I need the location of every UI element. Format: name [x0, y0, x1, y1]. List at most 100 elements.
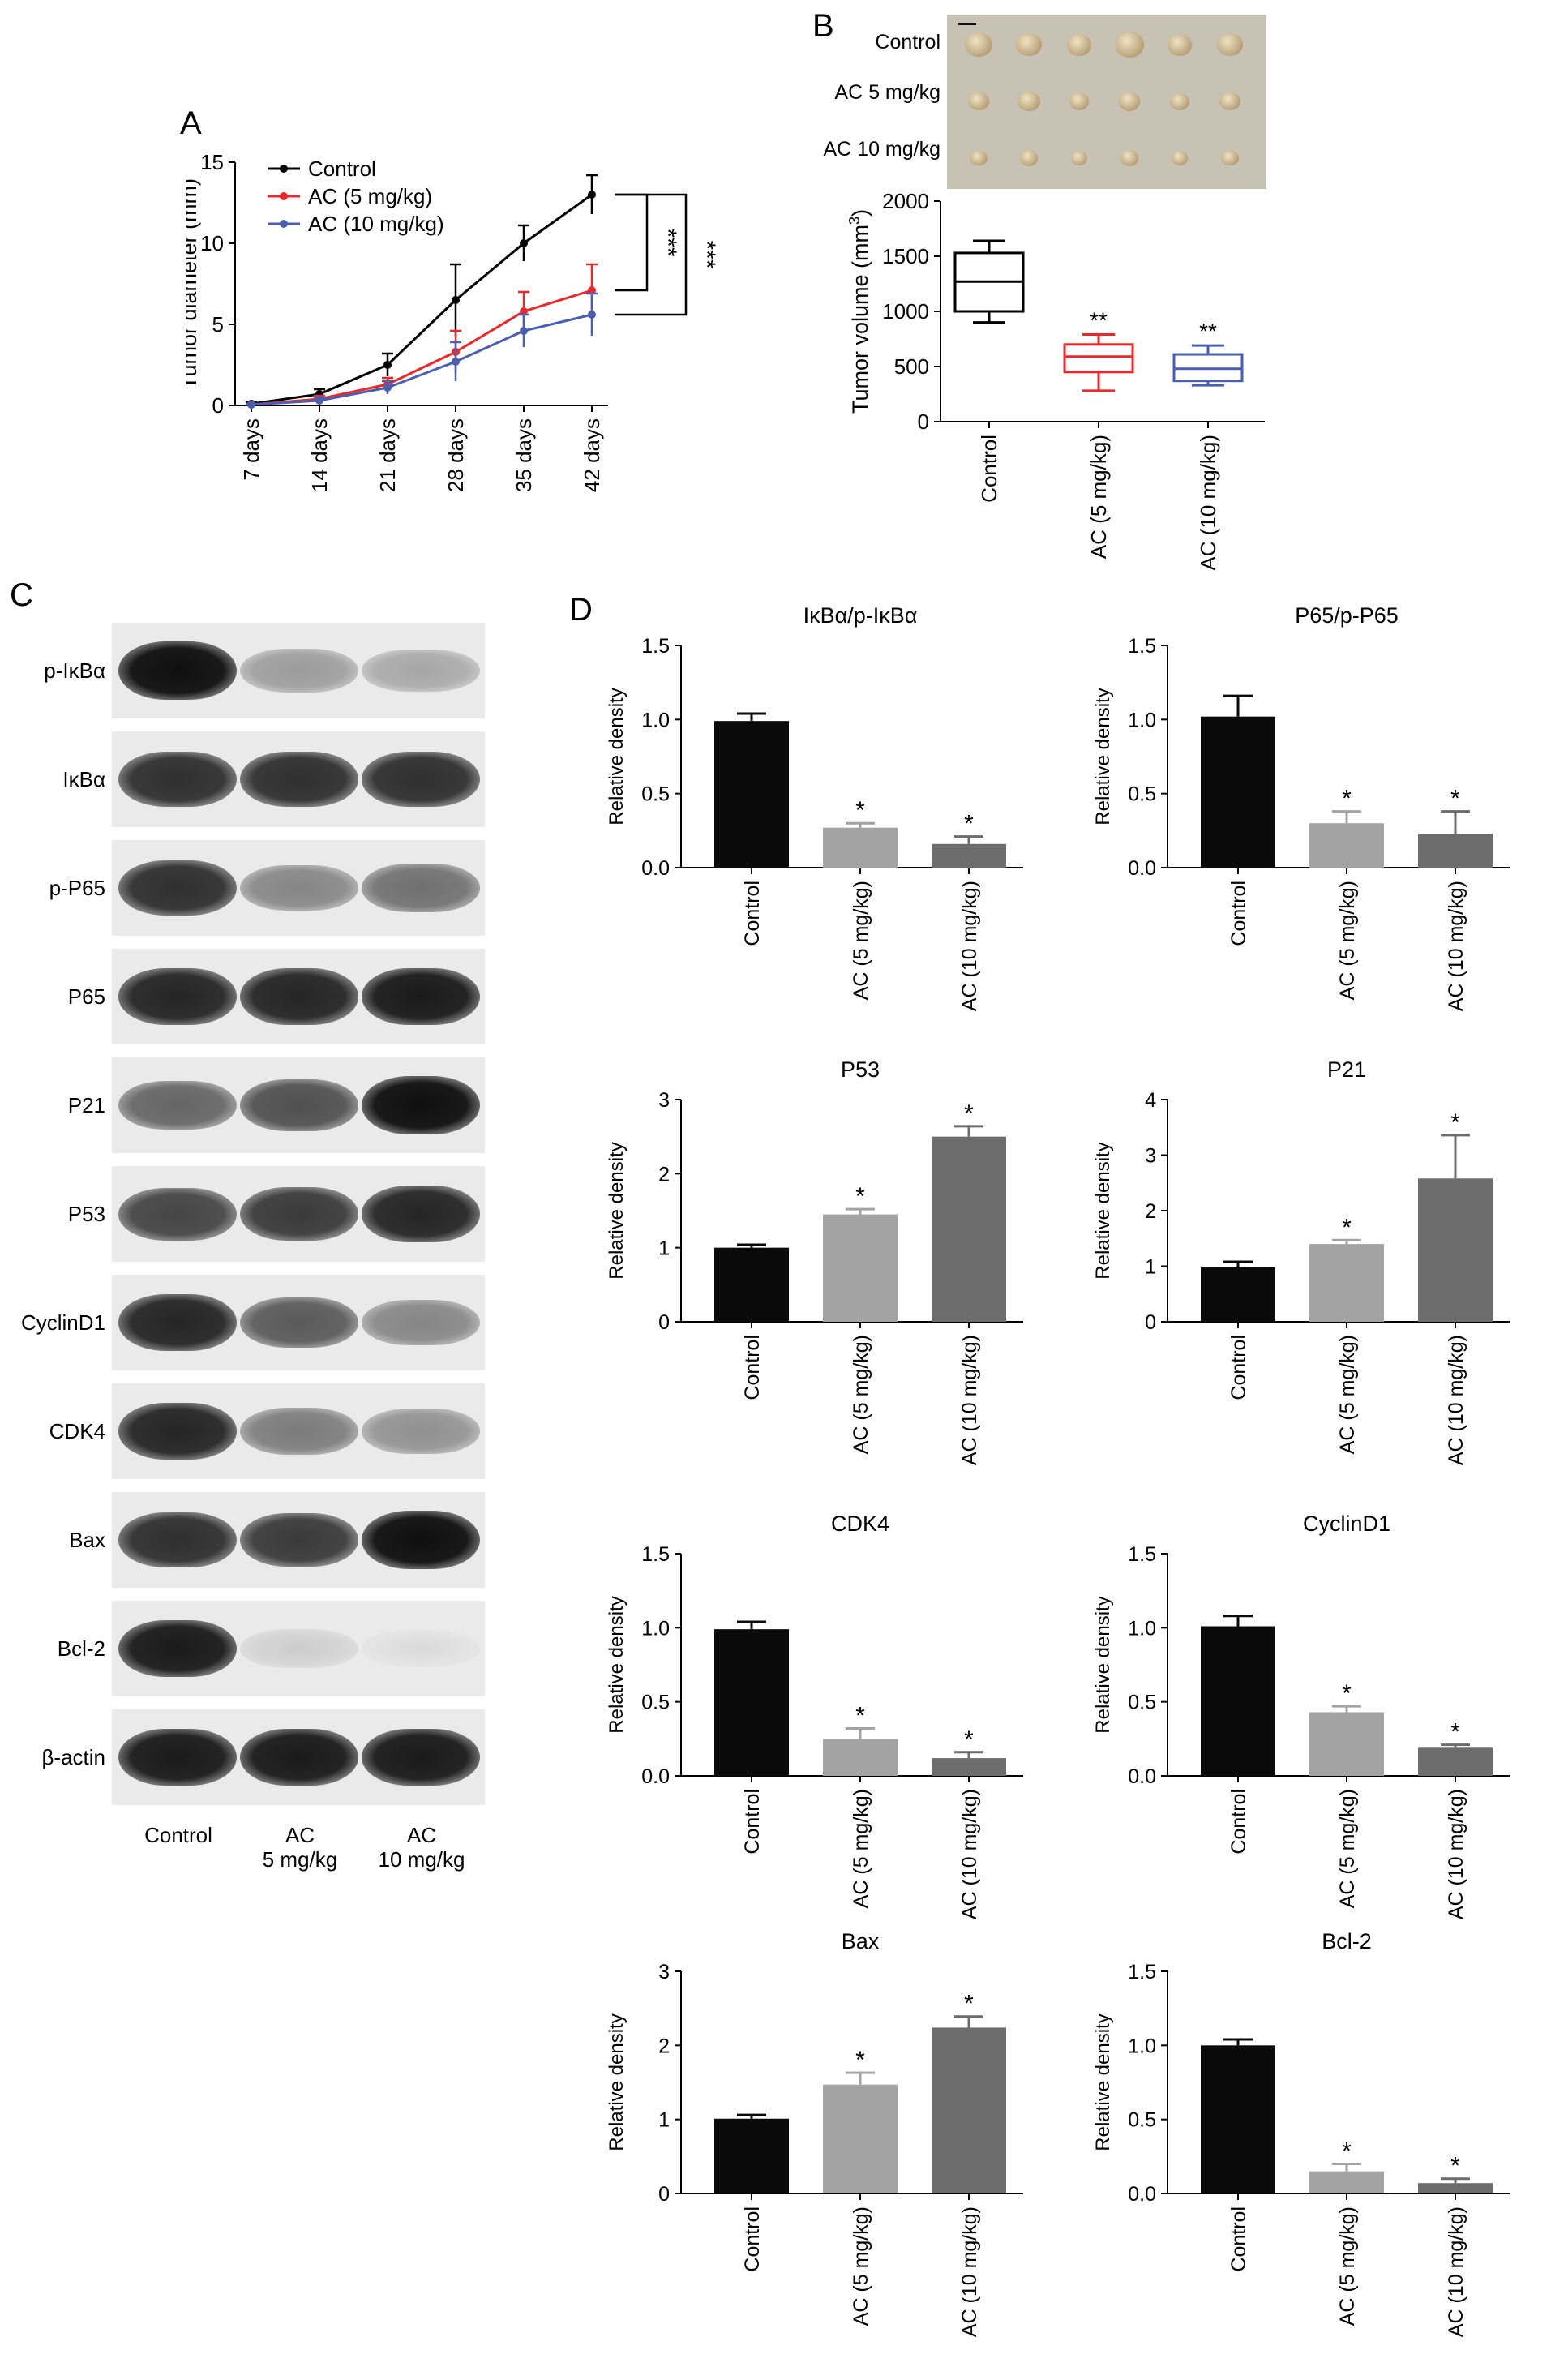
blot-strip — [112, 949, 485, 1044]
y-axis-label: Relative density — [606, 688, 628, 825]
y-tick-label: 2 — [1145, 1200, 1156, 1223]
y-tick-label: 1.0 — [1128, 2035, 1156, 2057]
western-blot: p-IκBα IκBα p-P65 P65 P21 P53 CyclinD1 CDK4 Bax B… — [0, 616, 503, 1881]
data-point — [520, 239, 528, 247]
blot-row-label: β-actin — [41, 1745, 105, 1769]
bar — [1418, 2183, 1493, 2193]
blot-band — [118, 1512, 237, 1567]
significance-label: ** — [1199, 319, 1217, 344]
blot-row-label: CDK4 — [49, 1419, 105, 1443]
x-tick-label: AC (10 mg/kg) — [1445, 881, 1467, 1011]
tumor-specimen — [965, 32, 992, 57]
x-tick-label: Control — [1228, 881, 1250, 946]
panel-letter-b: B — [812, 8, 834, 44]
blot-strip — [112, 1383, 485, 1479]
y-tick-label: 0 — [658, 2183, 670, 2206]
x-tick-label: 14 days — [307, 418, 332, 492]
significance-label: * — [1342, 1680, 1352, 1707]
bar — [1309, 2171, 1384, 2193]
bar — [932, 1136, 1006, 1322]
scale-bar — [958, 23, 976, 25]
y-axis-label: Relative density — [1095, 2013, 1114, 2151]
data-point — [520, 327, 528, 335]
bar — [714, 1629, 789, 1776]
significance-label: * — [964, 811, 974, 838]
x-tick-label: AC (10 mg/kg) — [958, 1335, 981, 1465]
photo-row-label-control: Control — [875, 31, 940, 54]
blot-strip — [112, 1601, 485, 1696]
x-tick-label: 28 days — [443, 418, 468, 492]
blot-band — [362, 1630, 480, 1667]
y-tick-label: 0 — [212, 393, 224, 418]
legend-marker — [280, 220, 288, 228]
bar — [823, 827, 898, 868]
y-tick-label: 1 — [658, 2109, 670, 2132]
y-tick-label: 10 — [200, 231, 224, 255]
significance-label: * — [964, 1726, 974, 1753]
blot-band — [240, 864, 358, 911]
significance-label: * — [855, 797, 865, 824]
y-axis-label: Tumor volume (mm3) — [846, 209, 872, 414]
x-tick-label: Control — [741, 1335, 764, 1400]
y-axis-label: Relative density — [606, 1596, 628, 1733]
series-line — [251, 193, 593, 405]
y-tick-label: 0.0 — [641, 1765, 670, 1788]
y-tick-label: 1000 — [882, 299, 929, 324]
blot-band — [362, 1186, 480, 1242]
blot-column-label: AC 5 mg/kg — [262, 1823, 338, 1872]
bar-chart-ikba: IκBα/p-IκBα 0.0 0.5 1.0 1.5 Relative density C… — [606, 603, 1023, 1011]
blot-band — [118, 1728, 237, 1786]
chart-title: Bax — [842, 1929, 880, 1953]
blot-band — [118, 1403, 237, 1460]
significance-bracket — [615, 193, 688, 316]
chart-title: P21 — [1327, 1057, 1366, 1082]
y-tick-label: 0 — [918, 410, 929, 434]
tumor-photo — [947, 15, 1266, 189]
blot-band — [362, 864, 480, 912]
chart-title: P53 — [841, 1057, 880, 1082]
y-tick-label: 1.5 — [1128, 635, 1156, 658]
significance-label: * — [1342, 786, 1352, 813]
y-tick-label: 1.0 — [641, 1617, 670, 1640]
legend-label: AC (5 mg/kg) — [308, 184, 432, 208]
y-tick-label: 2 — [658, 1163, 670, 1186]
bar — [1418, 1178, 1493, 1322]
y-tick-label: 0 — [658, 1311, 670, 1334]
tumor-specimen — [1069, 92, 1090, 110]
y-tick-label: 1.0 — [641, 709, 670, 731]
significance-label: * — [855, 1183, 865, 1210]
significance-label: * — [964, 1991, 974, 2018]
box — [1063, 343, 1134, 374]
blot-band — [240, 1186, 358, 1241]
data-point — [315, 397, 323, 405]
blot-band — [362, 1076, 480, 1134]
blot-band — [118, 641, 237, 700]
photo-row-label-ac5: AC 5 mg/kg — [834, 81, 940, 104]
bar-chart-p65: P65/p-P65 0.0 0.5 1.0 1.5 Relative density Con… — [1095, 603, 1510, 1011]
blot-column-label: Control — [144, 1823, 212, 1847]
tumor-specimen — [1170, 92, 1189, 110]
y-tick-label: 2 — [658, 2035, 670, 2057]
blot-strip — [112, 623, 485, 718]
y-tick-label: 3 — [658, 1961, 670, 1983]
y-tick-label: 15 — [200, 150, 224, 174]
x-tick-label: Control — [1228, 1335, 1250, 1400]
blot-band — [362, 1511, 480, 1569]
x-tick-label: AC (10 mg/kg) — [958, 881, 981, 1011]
chart-title: IκBα/p-IκBα — [803, 603, 918, 628]
data-point — [520, 307, 528, 315]
y-tick-label: 1.5 — [641, 635, 670, 658]
y-tick-label: 0.5 — [1128, 783, 1156, 806]
blot-band — [362, 752, 480, 807]
x-tick-label: AC (10 mg/kg) — [1196, 435, 1220, 571]
blot-strip — [112, 1275, 485, 1370]
blot-band — [362, 1728, 480, 1786]
y-tick-label: 5 — [212, 312, 224, 337]
y-tick-label: 1 — [1145, 1256, 1156, 1279]
y-axis-label: Tumor diameter (mm) — [186, 178, 201, 389]
significance-label: * — [1342, 2138, 1352, 2164]
x-tick-label: 7 days — [239, 418, 263, 481]
y-axis-label: Relative density — [606, 2013, 628, 2151]
bar — [823, 1214, 898, 1322]
y-tick-label: 2000 — [882, 189, 929, 213]
